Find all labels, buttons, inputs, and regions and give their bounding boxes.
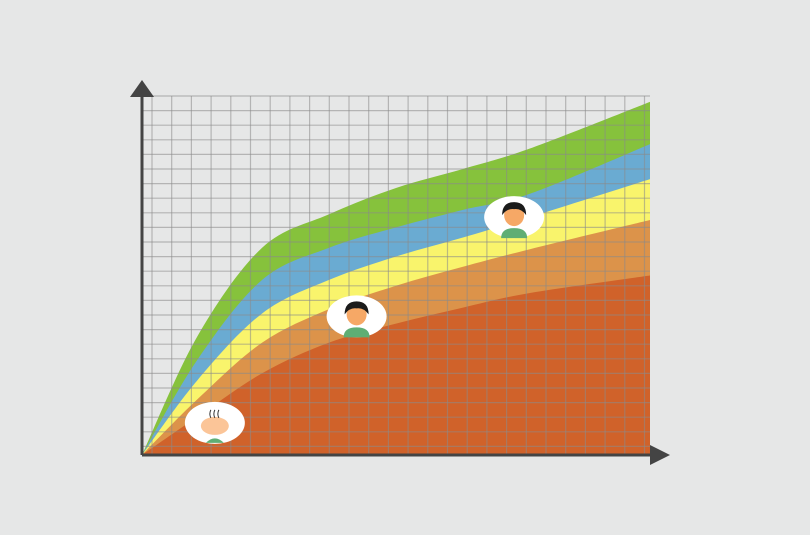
avatar-head: [200, 416, 229, 435]
y-axis-arrow-icon: [130, 80, 154, 97]
avatar-body: [205, 438, 224, 443]
child-avatar-icon: [326, 295, 387, 338]
avatar-hair: [209, 409, 220, 419]
avatar-body: [343, 327, 370, 338]
teen-avatar-icon: [484, 196, 545, 239]
avatar-body: [501, 228, 528, 239]
area-band-0: [142, 275, 650, 455]
avatar-head: [504, 204, 525, 227]
avatar-hair: [344, 301, 369, 315]
baby-avatar-icon: [184, 401, 245, 444]
avatar-hair: [502, 202, 527, 216]
avatar-head: [346, 303, 367, 326]
x-axis-arrow-icon: [650, 445, 670, 465]
grid: [142, 95, 650, 455]
